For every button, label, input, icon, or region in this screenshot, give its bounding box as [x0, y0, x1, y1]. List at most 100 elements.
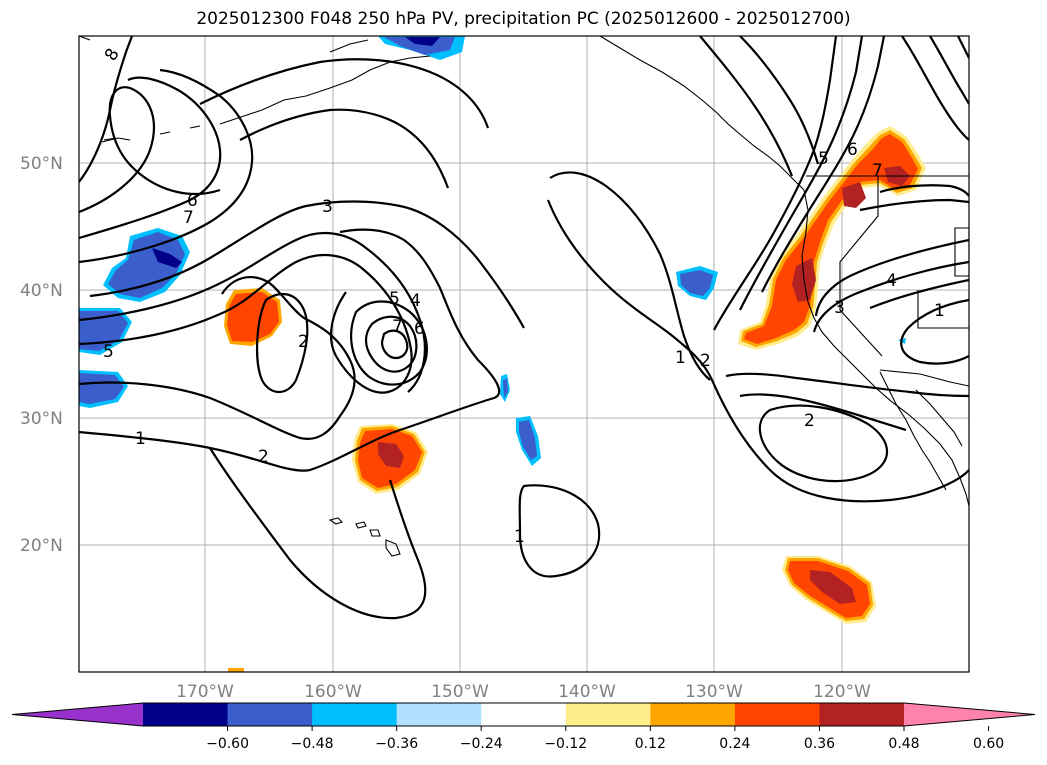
contour-2-south-lobe	[209, 447, 427, 620]
colorbar-outline	[11, 702, 1036, 727]
contour-label: 1	[675, 348, 686, 368]
colorbar-segment	[734, 703, 820, 726]
lat-label-40n: 40°N	[20, 281, 63, 301]
colorbar-extend-min	[12, 703, 143, 726]
colorbar-segment	[396, 703, 482, 726]
contour-8-pv-max	[380, 329, 409, 360]
hawaii-islands	[328, 517, 401, 557]
contour-label: 2	[298, 332, 309, 352]
contour-label: 1	[135, 429, 146, 449]
map-frame	[78, 35, 970, 673]
colorbar-segment	[227, 703, 313, 726]
contour-label: 6	[414, 319, 425, 339]
map-title: 2025012300 F048 250 hPa PV, precipitatio…	[196, 9, 851, 29]
neg-area-west-pacific-north-deep	[152, 248, 182, 268]
state-boundaries	[839, 176, 969, 357]
contour-2-inner-loop	[255, 292, 309, 394]
negative-precip-areas	[79, 36, 906, 466]
alaska-coast	[79, 36, 431, 143]
contour-2-east	[546, 199, 969, 503]
contour-6-east	[739, 36, 864, 311]
pos-area-south-dark	[810, 570, 856, 604]
contour-1-mid	[549, 171, 711, 381]
colorbar-segment	[481, 703, 567, 726]
contour-labels: 8 7 6 5 3 2 5 4 7 6 2 1 2 1 5 6 7 4 1 3 …	[101, 45, 945, 547]
colorbar-segment	[312, 703, 398, 726]
colorbar-segment	[565, 703, 651, 726]
gulf-california-coast	[915, 389, 963, 447]
contour-label: 5	[389, 289, 400, 309]
colorbar-tick-label: 0.36	[804, 736, 835, 752]
contour-1-east-high	[900, 298, 969, 365]
contour-3-east-north	[814, 238, 969, 317]
colorbar-segment	[819, 703, 905, 726]
neg-area-subtropics-1-core	[503, 379, 508, 398]
longitude-labels: 170°W 160°W 150°W 140°W 130°W 120°W	[176, 682, 871, 702]
contour-label: 7	[183, 208, 194, 228]
north-america-west-coast	[801, 189, 969, 507]
contour-7-pv-max	[364, 315, 418, 373]
alaska-panhandle-coast	[599, 36, 805, 191]
lon-label-140w: 140°W	[558, 682, 616, 702]
contour-label: 7	[872, 161, 883, 181]
contour-label: 6	[847, 140, 858, 160]
lat-label-20n: 20°N	[20, 536, 63, 556]
contour-7-north	[79, 86, 221, 214]
pos-area-nw-coast-dark-1	[842, 182, 866, 208]
colorbar-tick-label: −0.36	[375, 736, 418, 752]
neg-area-east-pacific-core	[680, 270, 713, 296]
colorbar-tick-label: −0.24	[460, 736, 503, 752]
colorbar-extend-max	[904, 703, 1035, 726]
neg-area-subtropics-2-core	[519, 420, 537, 460]
contour-label: 3	[322, 197, 333, 217]
neg-area-alaska-top-core	[384, 37, 455, 55]
colorbar-segment	[143, 703, 229, 726]
contour-2-west	[79, 276, 356, 440]
colorbar-segment	[650, 703, 736, 726]
contour-5-north	[79, 68, 254, 264]
contour-6-pv-max	[350, 300, 428, 386]
contour-label: 5	[103, 342, 114, 362]
contour-east-north-outer	[901, 36, 969, 141]
latitude-labels: 50°N 40°N 30°N 20°N	[20, 154, 63, 556]
neg-area-west-edge-low-core	[79, 373, 124, 404]
contour-3-north	[89, 200, 525, 329]
lon-label-130w: 130°W	[685, 682, 743, 702]
contour-north-central	[199, 58, 490, 189]
pos-area-bottom-speck	[228, 668, 244, 672]
contour-label: 4	[886, 271, 897, 291]
neg-area-alaska-top-deep	[405, 37, 440, 46]
contour-label: 6	[187, 191, 198, 211]
contour-ridge-top	[699, 36, 820, 177]
contour-label: 1	[514, 527, 525, 547]
lon-label-160w: 160°W	[304, 682, 362, 702]
colorbar-tick-label: −0.60	[206, 736, 249, 752]
contour-1-central	[518, 484, 601, 578]
lon-label-150w: 150°W	[431, 682, 489, 702]
contour-label: 7	[392, 317, 403, 337]
contour-east-lower	[725, 372, 969, 432]
colorbar-tick-label: 0.60	[973, 736, 1004, 752]
colorbar-tick-label: −0.12	[544, 736, 587, 752]
border-us-mexico	[879, 369, 969, 387]
lat-label-30n: 30°N	[20, 409, 63, 429]
contour-5-east	[713, 36, 838, 331]
contour-4-east	[812, 260, 969, 333]
colorbar-tick-label: 0.24	[719, 736, 750, 752]
contour-label: 4	[410, 291, 421, 311]
colorbar-tick-label: 0.12	[635, 736, 666, 752]
lat-label-50n: 50°N	[20, 154, 63, 174]
contour-label: 2	[258, 447, 269, 467]
pos-area-central-1-dark	[378, 442, 404, 468]
baja-coast	[879, 371, 947, 491]
contour-label: 2	[700, 351, 711, 371]
lon-label-170w: 170°W	[176, 682, 234, 702]
lon-label-120w: 120°W	[813, 682, 871, 702]
contour-label: 3	[834, 298, 845, 318]
contour-3-east	[758, 404, 889, 483]
pv-contours	[79, 36, 969, 620]
contour-east-upper-loops	[859, 184, 969, 212]
contour-1-west	[79, 228, 501, 472]
contour-label: 2	[804, 411, 815, 431]
